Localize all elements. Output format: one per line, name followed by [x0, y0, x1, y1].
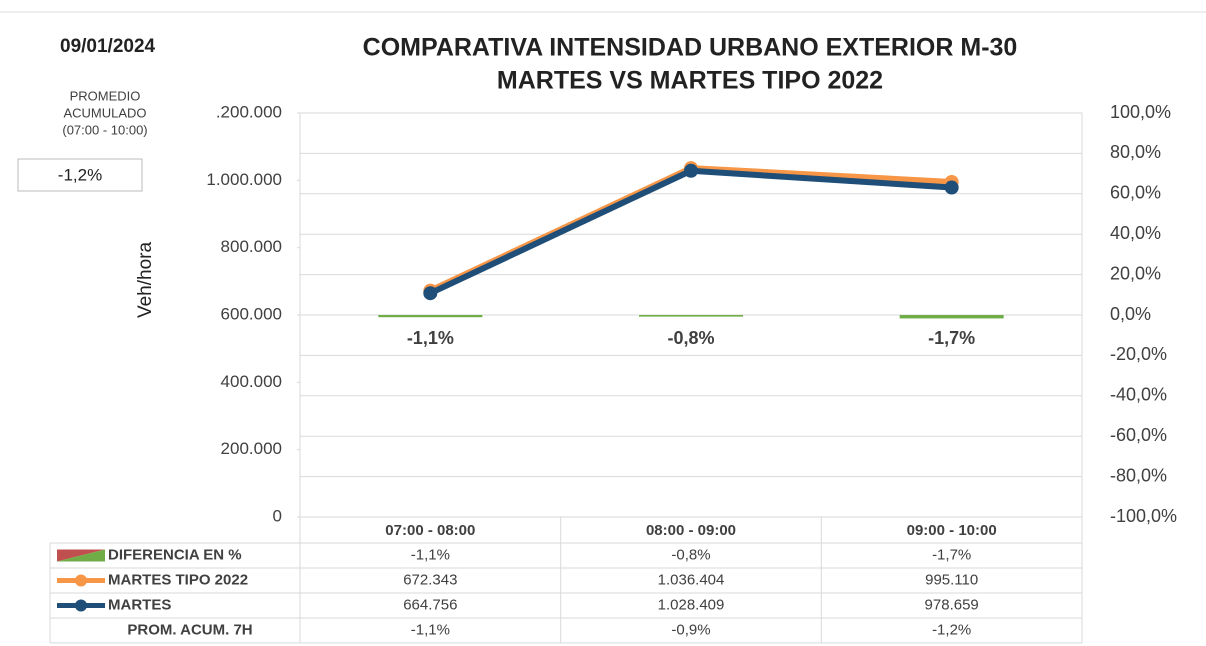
- table-cell: -1,2%: [932, 621, 971, 638]
- table-cell: -1,1%: [411, 546, 450, 563]
- y2-tick-label: 0,0%: [1110, 304, 1151, 324]
- legend-label: MARTES TIPO 2022: [108, 571, 248, 588]
- table-cell: -0,9%: [671, 621, 710, 638]
- bar: [639, 315, 743, 317]
- chart-title: COMPARATIVA INTENSIDAD URBANO EXTERIOR M…: [363, 34, 1018, 62]
- table-cell: -1,1%: [411, 621, 450, 638]
- y2-tick-label: -100,0%: [1110, 506, 1177, 526]
- table-cell: 672.343: [403, 571, 457, 588]
- x-tick-label: 08:00 - 09:00: [646, 522, 736, 539]
- summary-box: [17, 158, 143, 192]
- bar: [378, 315, 483, 318]
- marker: [684, 163, 698, 178]
- y2-tick-label: 60,0%: [1110, 183, 1161, 203]
- y-axis-label: Veh/hora: [135, 242, 156, 318]
- legend-label: MARTES: [108, 596, 171, 613]
- bar: [899, 315, 1004, 319]
- series-line: [429, 165, 952, 294]
- y2-tick-label: 100,0%: [1110, 102, 1171, 122]
- y-tick-label: 600.000: [221, 304, 282, 323]
- y2-tick-label: 40,0%: [1110, 223, 1161, 243]
- table-cell: -0,8%: [671, 546, 710, 563]
- row-label: PROM. ACUM. 7H: [127, 621, 252, 638]
- table-cell: 664.756: [403, 596, 457, 613]
- summary-value: -1,2%: [58, 165, 102, 184]
- table-cell: 1.036.404: [658, 571, 725, 588]
- x-tick-label: 07:00 - 08:00: [385, 522, 475, 539]
- marker: [423, 286, 438, 301]
- table-cell: -1,7%: [932, 546, 971, 563]
- data-label: -0,8%: [667, 328, 714, 348]
- legend-marker: [75, 599, 87, 612]
- y2-tick-label: -60,0%: [1110, 425, 1167, 445]
- legend-label: DIFERENCIA EN %: [108, 546, 242, 563]
- y2-tick-label: 80,0%: [1110, 142, 1161, 162]
- y2-tick-label: -20,0%: [1110, 344, 1167, 364]
- legend-swatch: [57, 549, 105, 562]
- y2-tick-label: -80,0%: [1110, 465, 1167, 485]
- summary-label: (07:00 - 10:00): [62, 122, 147, 137]
- summary-label: PROMEDIO: [70, 88, 141, 103]
- legend-marker: [75, 574, 87, 587]
- table-cell: 978.659: [925, 596, 979, 613]
- x-tick-label: 09:00 - 10:00: [907, 522, 997, 539]
- y-tick-label: 200.000: [221, 439, 282, 458]
- y-tick-label: 1.000.000: [206, 170, 282, 189]
- y2-tick-label: 20,0%: [1110, 263, 1161, 283]
- date: 09/01/2024: [60, 36, 156, 57]
- y2-tick-label: -40,0%: [1110, 385, 1167, 405]
- y-tick-label: 400.000: [221, 372, 282, 391]
- y-tick-label: .200.000: [216, 102, 282, 121]
- y-tick-label: 0: [273, 506, 282, 525]
- chart-subtitle: MARTES VS MARTES TIPO 2022: [497, 67, 883, 95]
- table-cell: 995.110: [925, 571, 978, 588]
- summary-label: ACUMULADO: [63, 105, 146, 120]
- marker: [944, 180, 959, 195]
- table-cell: 1.028.409: [658, 596, 725, 613]
- y-tick-label: 800.000: [221, 237, 282, 256]
- data-label: -1,1%: [407, 328, 454, 348]
- data-label: -1,7%: [928, 328, 975, 348]
